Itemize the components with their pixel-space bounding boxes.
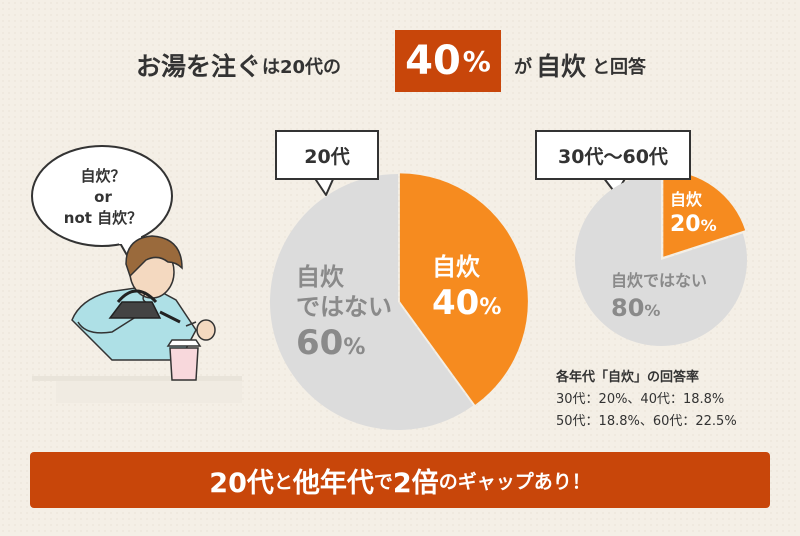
note-line1: 30代：20%、40代：18.8% bbox=[556, 392, 725, 407]
counter-top bbox=[32, 376, 242, 381]
headline: お湯を注ぐ は20代の 40% が 自炊 と回答 bbox=[0, 30, 800, 92]
pie1-label-not-self-cook: 自炊 ではない 60% bbox=[296, 262, 392, 365]
pie2-label-not-self-cook-text: 自炊ではない bbox=[611, 271, 708, 290]
pie1-slice-self-cook bbox=[399, 173, 528, 405]
pie2-value-not-self-cook: 80 bbox=[611, 294, 645, 323]
pie1-label-not-self-cook-line1: 自炊 bbox=[296, 263, 344, 291]
chart-title-30-60s: 30代～60代 bbox=[535, 130, 691, 180]
chart-title-30-60s-text: 30代～60代 bbox=[558, 145, 668, 168]
headline-part4: と回答 bbox=[592, 57, 646, 78]
pie1-label-self-cook-text: 自炊 bbox=[432, 253, 480, 281]
pie1-unit-self-cook: % bbox=[479, 295, 502, 320]
footer-to: と bbox=[273, 470, 293, 493]
footer-20s: 20代 bbox=[209, 467, 274, 499]
counter-front bbox=[56, 381, 242, 403]
pie1-label-not-self-cook-line2: ではない bbox=[296, 293, 392, 321]
pie1-slice-not-self-cook bbox=[269, 174, 474, 430]
note-heading: 各年代「自炊」の回答率 bbox=[556, 370, 700, 385]
person-illustration bbox=[71, 235, 216, 381]
headline-part3-ga: が bbox=[514, 57, 532, 78]
footer-gap: のギャップあり！ bbox=[438, 470, 591, 493]
pie2-slice-not-self-cook bbox=[575, 174, 747, 346]
speech-bubble-text: 自炊？ or not 自炊？ bbox=[48, 166, 158, 229]
pie2-label-self-cook-text: 自炊 bbox=[670, 190, 703, 209]
pie2-label-self-cook: 自炊 20% bbox=[670, 190, 717, 239]
footer-other-ages: 他年代 bbox=[292, 467, 374, 499]
footer-double: 2倍 bbox=[392, 467, 439, 499]
headline-highlight-num: 40 bbox=[405, 38, 461, 84]
speech-line1: 自炊？ bbox=[80, 167, 126, 185]
pie1-unit-not-self-cook: % bbox=[343, 335, 366, 360]
headline-part3-word: 自炊 bbox=[536, 52, 587, 81]
pie-chart-20s bbox=[269, 173, 528, 430]
pie2-unit-not-self-cook: % bbox=[644, 301, 661, 321]
footer-de: で bbox=[373, 470, 393, 493]
speech-line2: or bbox=[94, 188, 112, 206]
speech-bubble bbox=[31, 145, 173, 265]
pie2-value-self-cook: 20 bbox=[670, 211, 701, 237]
chart-title-20s-text: 20代 bbox=[304, 145, 350, 168]
conclusion-banner: 20代と他年代で 2倍 のギャップあり！ bbox=[30, 452, 770, 508]
pie2-label-not-self-cook: 自炊ではない 80% bbox=[611, 270, 707, 326]
headline-part2: は20代の bbox=[262, 57, 342, 78]
pie1-value-not-self-cook: 60 bbox=[296, 323, 344, 363]
response-rate-note: 各年代「自炊」の回答率 30代：20%、40代：18.8% 50代：18.8%、… bbox=[556, 367, 737, 433]
note-line2: 50代：18.8%、60代：22.5% bbox=[556, 414, 737, 429]
chart-title-20s: 20代 bbox=[275, 130, 379, 180]
pie2-unit-self-cook: % bbox=[700, 215, 717, 235]
pie1-value-self-cook: 40 bbox=[432, 283, 480, 323]
headline-highlight-unit: % bbox=[462, 44, 491, 78]
pie-chart-30-60s bbox=[575, 170, 747, 346]
headline-part1: お湯を注ぐ bbox=[136, 52, 262, 81]
pie2-slice-self-cook bbox=[663, 170, 746, 257]
speech-line3: not 自炊？ bbox=[63, 209, 143, 227]
pie1-label-self-cook: 自炊 40% bbox=[432, 252, 501, 325]
callout-20s-tail bbox=[313, 176, 335, 196]
headline-highlight: 40% bbox=[395, 30, 501, 92]
